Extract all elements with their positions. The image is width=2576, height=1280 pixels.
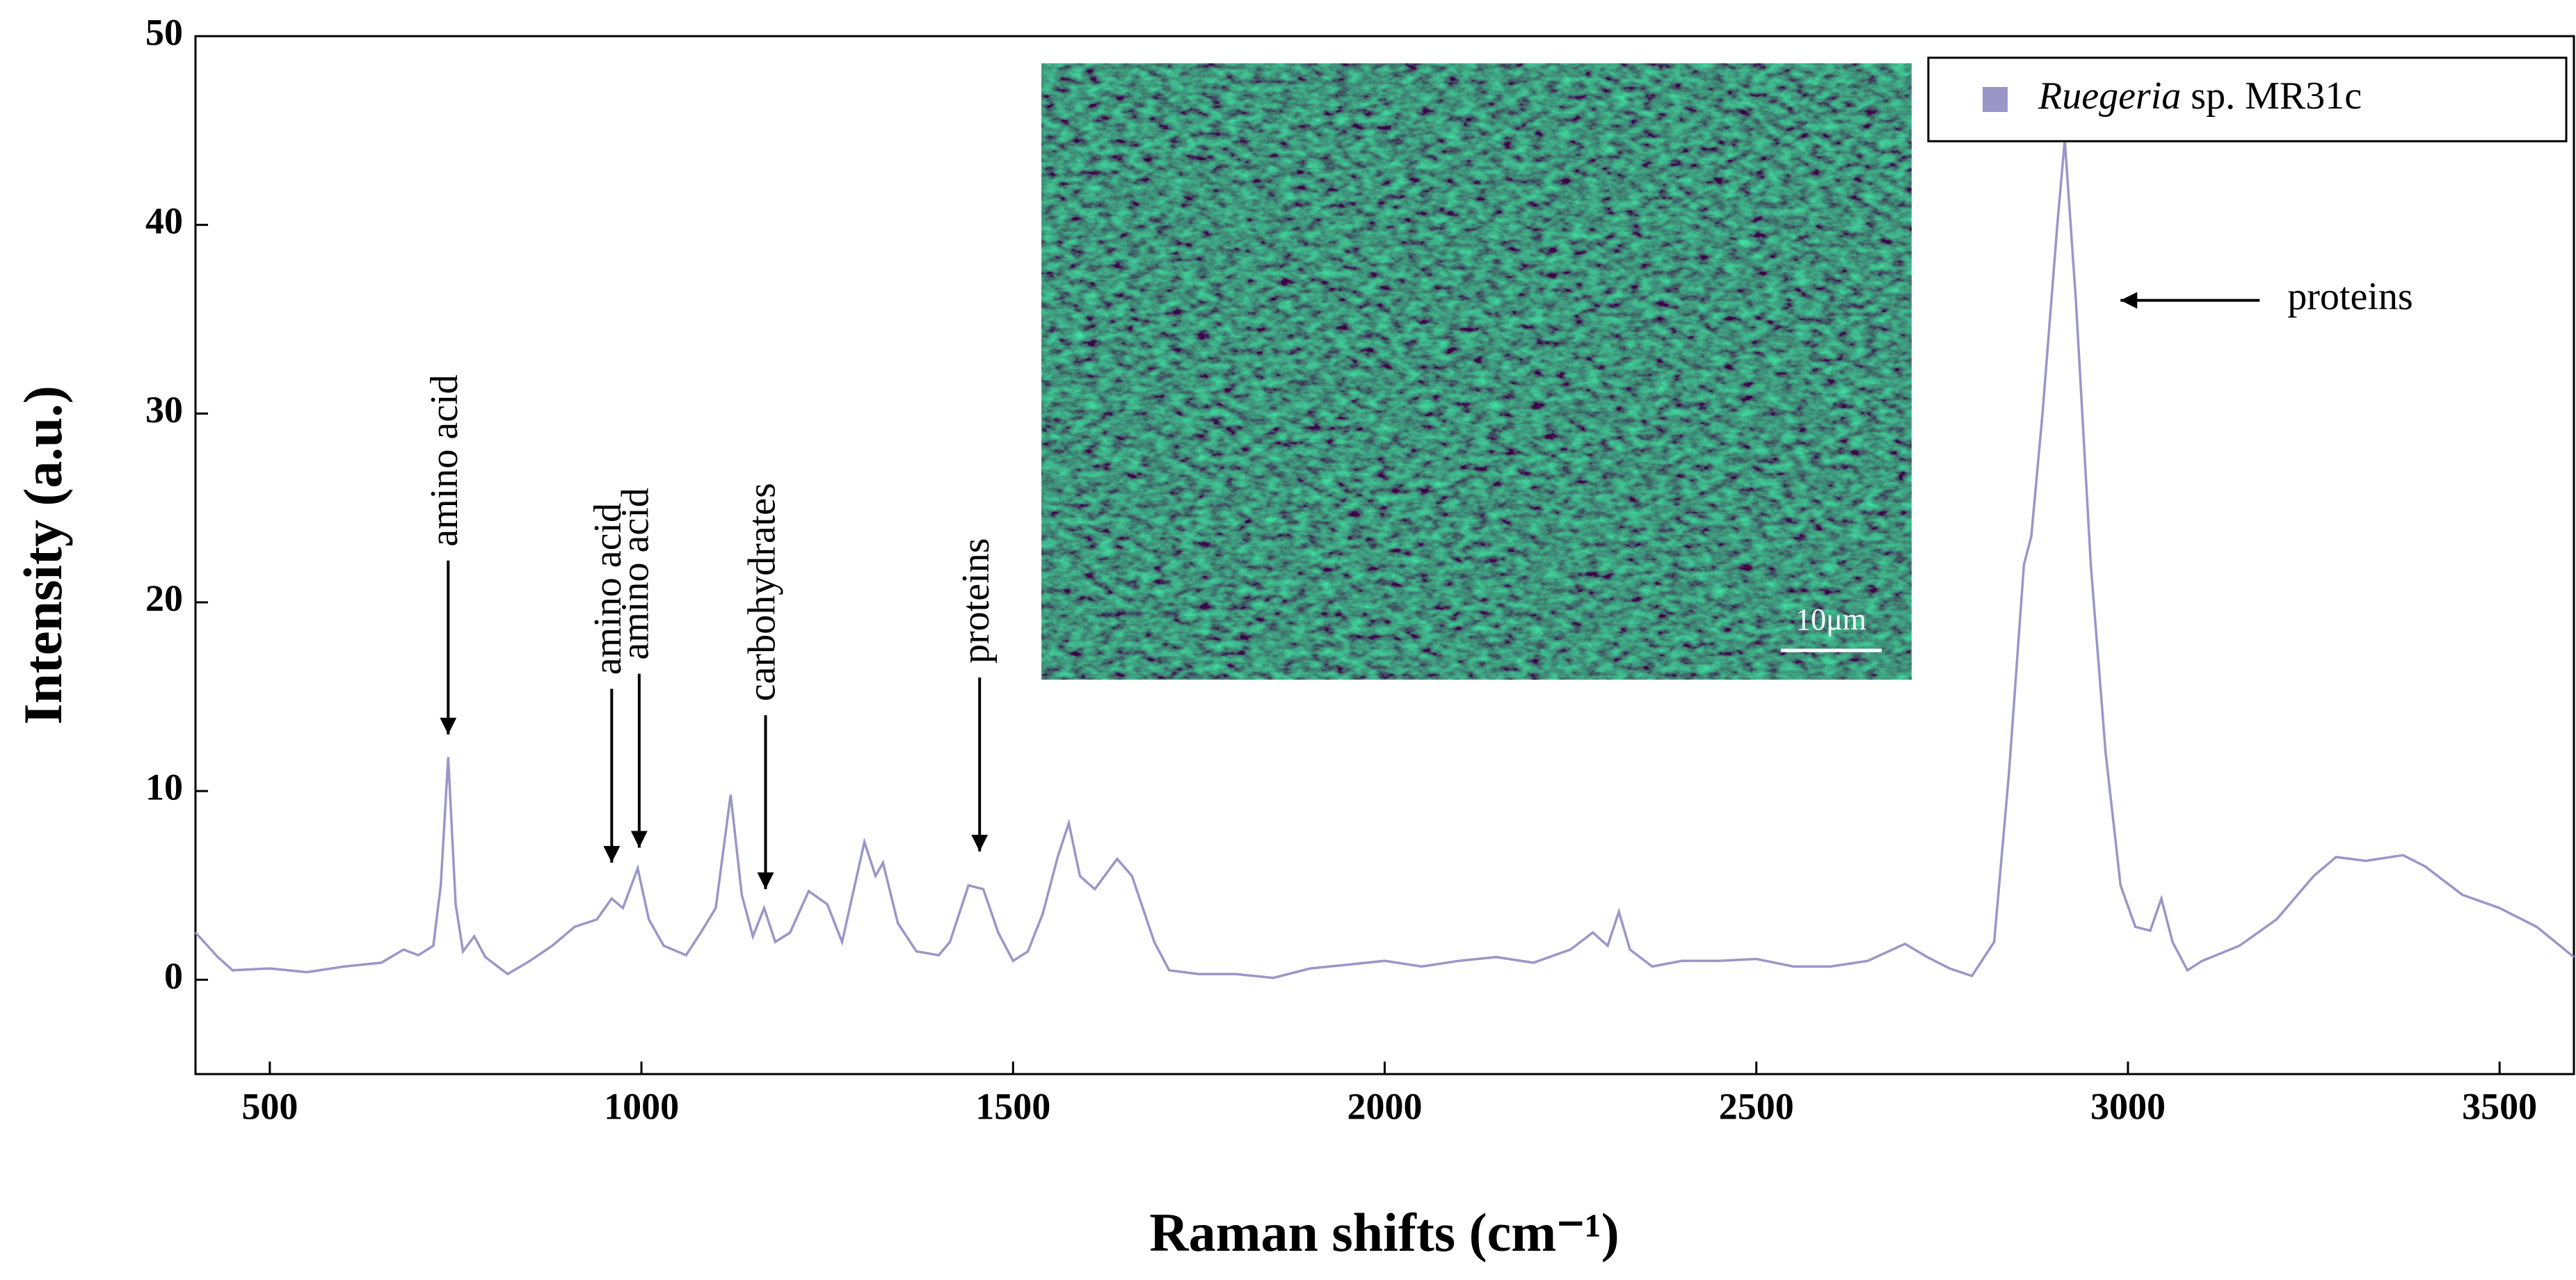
x-tick-label: 3500 xyxy=(2462,1085,2537,1127)
annotation-label: proteins xyxy=(954,538,998,663)
spectrum-line xyxy=(194,140,2575,979)
x-tick-label: 500 xyxy=(241,1085,298,1127)
x-tick-label: 2000 xyxy=(1347,1085,1423,1127)
y-tick-label: 20 xyxy=(145,577,183,619)
y-tick-label: 30 xyxy=(145,389,183,431)
y-tick-label: 50 xyxy=(145,11,183,53)
x-tick-label: 1000 xyxy=(604,1085,679,1127)
x-tick-label: 1500 xyxy=(975,1085,1050,1127)
x-axis-title: Raman shifts (cm⁻¹) xyxy=(1149,1202,1619,1263)
scale-bar-label: 10μm xyxy=(1795,602,1866,637)
legend-marker xyxy=(1983,87,2008,112)
legend-label: Ruegeria sp. MR31c xyxy=(2038,74,2362,118)
y-tick-label: 10 xyxy=(145,766,183,808)
y-tick-label: 0 xyxy=(164,955,183,997)
annotation-label: amino acid xyxy=(423,374,466,546)
legend-box xyxy=(1927,56,2568,143)
annotation-label: proteins xyxy=(2287,275,2413,319)
y-tick-label: 40 xyxy=(145,200,183,242)
x-tick-label: 2500 xyxy=(1719,1085,1794,1127)
inset-image: 10μm xyxy=(1041,63,1912,680)
annotation-label: carbohydrates xyxy=(740,483,783,701)
annotation-label: amino acid xyxy=(586,503,630,675)
annotation-label: amino acid xyxy=(614,488,657,659)
y-axis-title: Intensity (a.u.) xyxy=(13,385,73,725)
x-tick-label: 3000 xyxy=(2090,1085,2166,1127)
